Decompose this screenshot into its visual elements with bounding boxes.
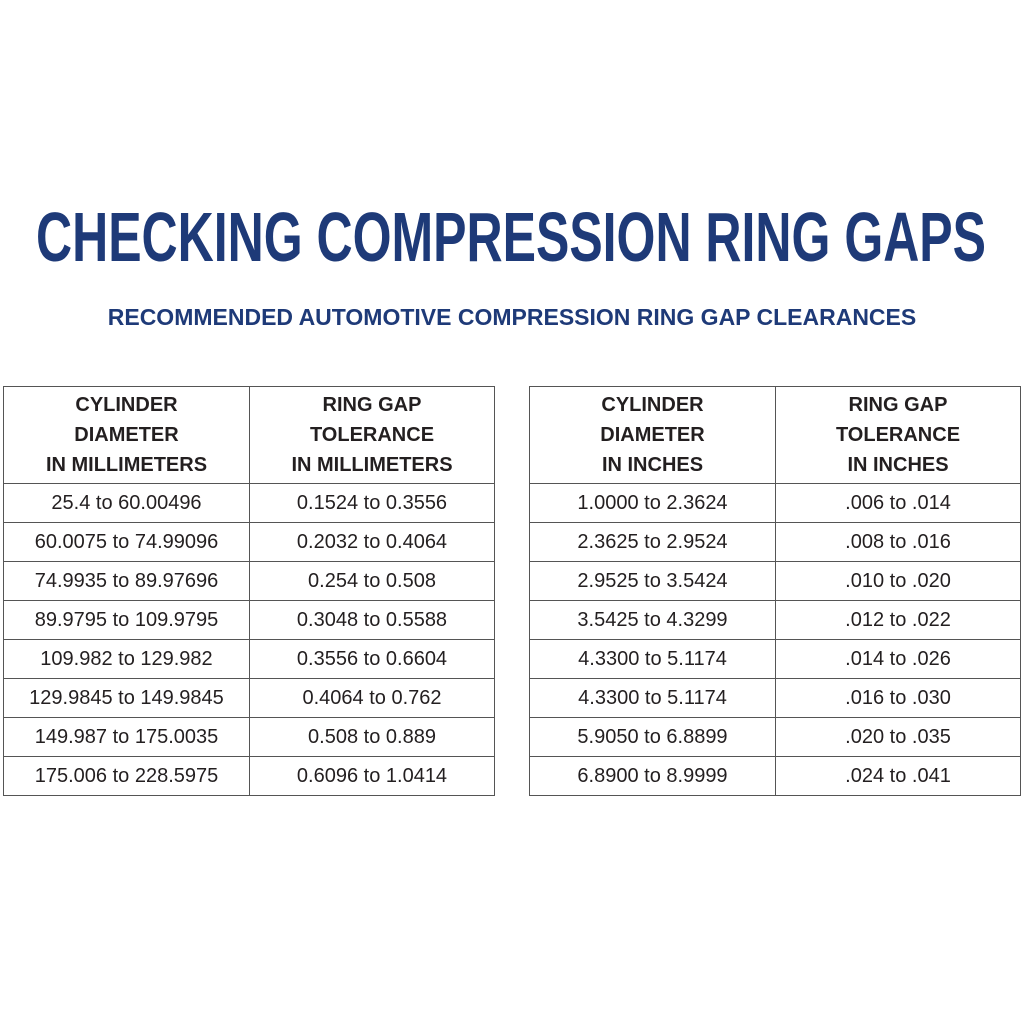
cylinder-diameter-cell: 6.8900 to 8.9999 (529, 756, 776, 796)
ring-gap-cell: 0.3048 to 0.5588 (249, 600, 495, 640)
header-line: IN INCHES (601, 454, 704, 476)
cylinder-diameter-cell: 175.006 to 228.5975 (3, 756, 250, 796)
header-row: CYLINDER DIAMETER IN INCHES RING GAP TOLERAN… (529, 386, 1021, 484)
ring-gap-cell: 0.508 to 0.889 (249, 717, 495, 757)
table-row: 3.5425 to 4.3299.012 to .022 (529, 600, 1021, 640)
cylinder-diameter-cell: 89.9795 to 109.9795 (3, 600, 250, 640)
ring-gap-cell: .024 to .041 (775, 756, 1021, 796)
header-line: DIAMETER (74, 424, 179, 446)
cylinder-diameter-cell: 149.987 to 175.0035 (3, 717, 250, 757)
table-row: 25.4 to 60.00496 0.1524 to 0.3556 (3, 483, 495, 523)
table-row: 129.9845 to 149.9845 0.4064 to 0.762 (3, 678, 495, 718)
table-row: 5.9050 to 6.8899.020 to .035 (529, 717, 1021, 757)
header-line: IN INCHES (847, 454, 949, 476)
ring-gap-cell: 0.3556 to 0.6604 (249, 639, 495, 679)
ring-gap-cell: 0.6096 to 1.0414 (249, 756, 495, 796)
ring-gap-cell: .014 to .026 (775, 639, 1021, 679)
table-row: 6.8900 to 8.9999.024 to .041 (529, 756, 1021, 796)
cylinder-diameter-cell: 25.4 to 60.00496 (3, 483, 250, 523)
title-svg: CHECKING COMPRESSION RING GAPS (36, 198, 986, 276)
header-line: TOLERANCE (309, 424, 435, 446)
table-row: 4.3300 to 5.1174.016 to .030 (529, 678, 1021, 718)
column-header: RING GAP TOLERANCE IN INCHES (775, 386, 1021, 484)
header-row: CYLINDER DIAMETER IN MILLIMETERS RING GAP TO… (3, 386, 495, 484)
header-line: TOLERANCE (835, 424, 961, 446)
ring-gap-cell: .020 to .035 (775, 717, 1021, 757)
cylinder-diameter-cell: 109.982 to 129.982 (3, 639, 250, 679)
ring-gap-cell: .012 to .022 (775, 600, 1021, 640)
table-row: 4.3300 to 5.1174.014 to .026 (529, 639, 1021, 679)
header-line: IN MILLIMETERS (291, 454, 453, 476)
ring-gap-cell: .016 to .030 (775, 678, 1021, 718)
cylinder-diameter-cell: 2.9525 to 3.5424 (529, 561, 776, 601)
table-row: 60.0075 to 74.99096 0.2032 to 0.4064 (3, 522, 495, 562)
table-row: 74.9935 to 89.97696 0.254 to 0.508 (3, 561, 495, 601)
ring-gap-cell: 0.4064 to 0.762 (249, 678, 495, 718)
table-row: 2.9525 to 3.5424.010 to .020 (529, 561, 1021, 601)
header-line: CYLINDER (75, 394, 178, 416)
header-line: RING GAP (322, 394, 422, 416)
cylinder-diameter-cell: 129.9845 to 149.9845 (3, 678, 250, 718)
page-subtitle: RECOMMENDED AUTOMOTIVE COMPRESSION RING … (107, 304, 917, 330)
header-line: IN MILLIMETERS (45, 454, 208, 476)
table-row: 1.0000 to 2.3624.006 to .014 (529, 483, 1021, 523)
column-header: CYLINDER DIAMETER IN MILLIMETERS (3, 386, 250, 484)
cylinder-diameter-cell: 1.0000 to 2.3624 (529, 483, 776, 523)
ring-gap-cell: .010 to .020 (775, 561, 1021, 601)
ring-gap-cell: 0.2032 to 0.4064 (249, 522, 495, 562)
table-row: 89.9795 to 109.9795 0.3048 to 0.5588 (3, 600, 495, 640)
ring-gap-cell: 0.1524 to 0.3556 (249, 483, 495, 523)
header-line: RING GAP (848, 394, 948, 416)
ring-gap-cell: .006 to .014 (775, 483, 1021, 523)
table-row: 2.3625 to 2.9524.008 to .016 (529, 522, 1021, 562)
cylinder-diameter-cell: 74.9935 to 89.97696 (3, 561, 250, 601)
cylinder-diameter-cell: 2.3625 to 2.9524 (529, 522, 776, 562)
table-row: 149.987 to 175.0035 0.508 to 0.889 (3, 717, 495, 757)
page-title: CHECKING COMPRESSION RING GAPS (0, 196, 1024, 276)
ring-gap-cell: .008 to .016 (775, 522, 1021, 562)
cylinder-diameter-cell: 5.9050 to 6.8899 (529, 717, 776, 757)
cylinder-diameter-cell: 3.5425 to 4.3299 (529, 600, 776, 640)
cylinder-diameter-cell: 4.3300 to 5.1174 (529, 678, 776, 718)
title-text: CHECKING COMPRESSION RING GAPS (36, 198, 986, 276)
column-header: RING GAP TOLERANCE IN MILLIMETERS (249, 386, 495, 484)
metric-table: CYLINDER DIAMETER IN MILLIMETERS RING GAP TO… (3, 386, 495, 796)
table-row: 175.006 to 228.5975 0.6096 to 1.0414 (3, 756, 495, 796)
cylinder-diameter-cell: 4.3300 to 5.1174 (529, 639, 776, 679)
inch-table: CYLINDER DIAMETER IN INCHES RING GAP TOLERAN… (529, 386, 1021, 796)
header-line: CYLINDER (601, 394, 704, 416)
cylinder-diameter-cell: 60.0075 to 74.99096 (3, 522, 250, 562)
table-row: 109.982 to 129.982 0.3556 to 0.6604 (3, 639, 495, 679)
ring-gap-cell: 0.254 to 0.508 (249, 561, 495, 601)
header-line: DIAMETER (600, 424, 705, 446)
column-header: CYLINDER DIAMETER IN INCHES (529, 386, 776, 484)
